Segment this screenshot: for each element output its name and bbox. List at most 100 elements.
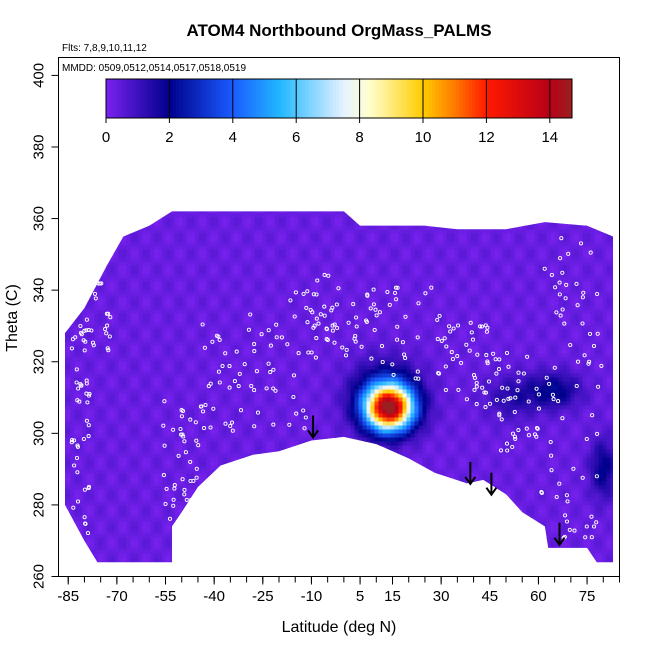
heat-cell <box>166 465 171 470</box>
heat-cell <box>59 574 63 578</box>
heat-cell <box>158 353 163 358</box>
heat-cell <box>65 325 67 330</box>
heat-cell <box>79 194 83 198</box>
heat-cell <box>74 477 79 482</box>
heat-cell <box>83 106 87 110</box>
heat-cell <box>119 74 123 78</box>
heat-cell <box>170 561 175 563</box>
heat-cell <box>65 273 67 278</box>
heat-cell <box>66 553 71 558</box>
heat-cell <box>190 429 195 434</box>
heat-cell <box>122 341 127 346</box>
heat-cell <box>65 365 67 370</box>
heat-cell <box>150 301 155 306</box>
heat-cell <box>66 453 71 458</box>
heat-cell <box>203 566 207 570</box>
heat-cell <box>90 525 95 530</box>
heat-cell <box>183 178 187 182</box>
heat-cell <box>70 261 75 266</box>
heat-cell <box>91 106 95 110</box>
heat-cell <box>190 237 195 242</box>
heat-cell <box>114 473 119 478</box>
heat-cell <box>206 397 211 402</box>
heat-cell <box>158 537 163 542</box>
heat-cell <box>127 574 131 578</box>
heat-cell <box>202 509 207 514</box>
heat-cell <box>65 353 67 358</box>
heat-cell <box>146 465 151 470</box>
heat-cell <box>102 297 107 302</box>
heat-cell <box>119 170 123 174</box>
heat-cell <box>158 461 163 466</box>
heat-cell <box>142 441 147 446</box>
heat-cell <box>146 481 151 486</box>
heat-cell <box>66 385 71 390</box>
heat-cell <box>102 353 107 358</box>
heat-cell <box>183 170 187 174</box>
heat-cell <box>86 269 91 274</box>
heat-cell <box>118 353 123 358</box>
heat-cell <box>134 221 139 226</box>
heat-cell <box>103 146 107 150</box>
heat-cell <box>182 413 187 418</box>
heat-cell <box>174 225 179 230</box>
heat-cell <box>119 190 123 194</box>
heat-cell <box>143 122 147 126</box>
heat-cell <box>114 389 119 394</box>
heat-cell <box>106 389 111 394</box>
heat-cell <box>122 357 127 362</box>
heat-cell <box>59 262 63 266</box>
heat-cell <box>194 485 199 490</box>
heat-cell <box>202 425 207 430</box>
heat-cell <box>154 477 159 482</box>
heat-cell <box>70 293 75 298</box>
heat-cell <box>67 206 71 210</box>
heat-cell <box>98 517 103 522</box>
heat-cell <box>90 509 95 514</box>
heat-cell <box>170 301 175 306</box>
heat-cell <box>206 349 211 354</box>
heat-cell <box>106 277 111 282</box>
heat-cell <box>150 449 155 454</box>
heat-cell <box>143 74 147 78</box>
heat-cell <box>82 525 87 530</box>
heat-cell <box>106 281 111 286</box>
heat-cell <box>194 469 199 474</box>
heat-cell <box>98 361 103 366</box>
heat-cell <box>134 261 139 266</box>
heat-cell <box>106 369 111 374</box>
heat-cell <box>134 257 139 262</box>
heat-cell <box>182 481 187 486</box>
heat-cell <box>119 174 123 178</box>
heat-cell <box>75 86 79 90</box>
heat-cell <box>118 341 123 346</box>
heat-cell <box>107 174 111 178</box>
heat-cell <box>174 381 179 386</box>
heat-cell <box>150 489 155 494</box>
heat-cell <box>138 361 143 366</box>
heat-cell <box>170 285 175 290</box>
heat-cell <box>187 158 191 162</box>
heat-cell <box>110 469 115 474</box>
heat-cell <box>178 385 183 390</box>
heat-cell <box>142 325 147 330</box>
heat-cell <box>130 397 135 402</box>
heat-cell <box>98 513 103 518</box>
heat-cell <box>158 425 163 430</box>
heat-cell <box>186 273 191 278</box>
heat-cell <box>102 229 107 234</box>
heat-cell <box>82 241 87 246</box>
heat-cell <box>162 249 167 254</box>
heat-cell <box>167 194 171 198</box>
heat-cell <box>202 517 207 522</box>
heat-cell <box>110 537 115 542</box>
heat-cell <box>170 501 175 506</box>
heat-cell <box>186 361 191 366</box>
heat-cell <box>170 325 175 330</box>
heat-cell <box>154 449 159 454</box>
heat-cell <box>91 150 95 154</box>
heat-cell <box>147 122 151 126</box>
heat-cell <box>122 417 127 422</box>
heat-cell <box>202 477 207 482</box>
heat-cell <box>150 521 155 526</box>
